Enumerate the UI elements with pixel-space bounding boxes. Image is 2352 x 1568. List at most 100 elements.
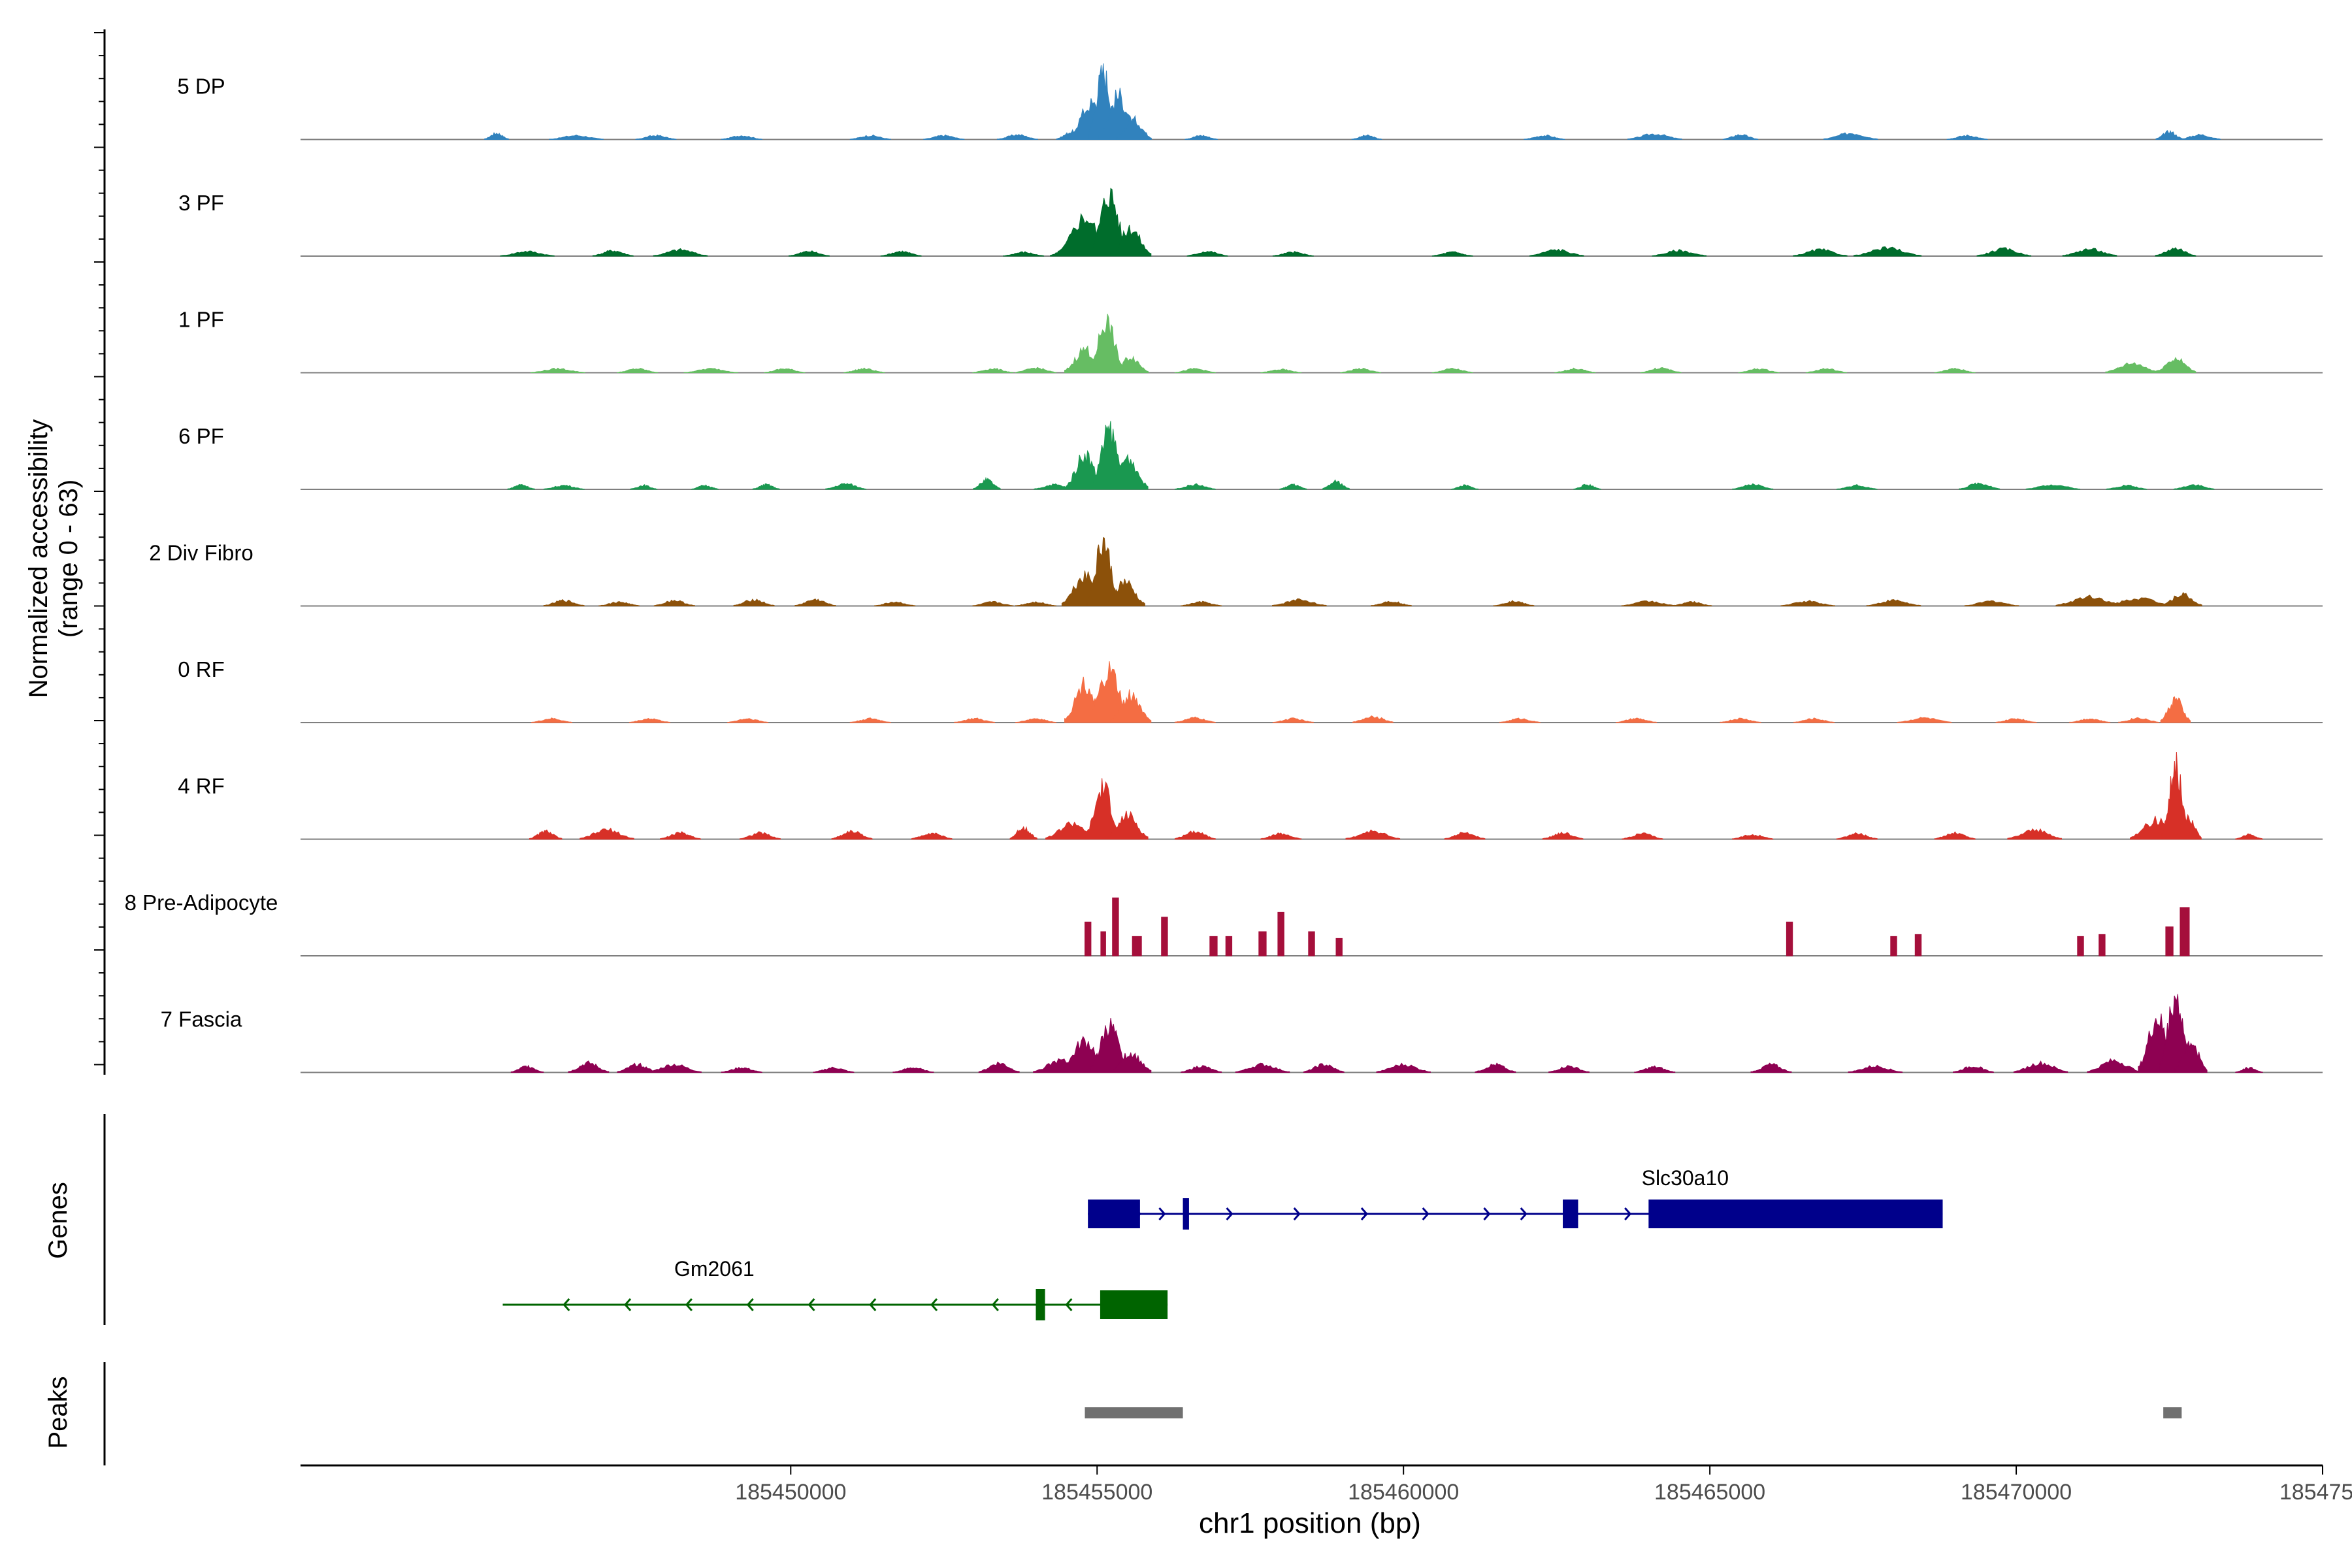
gene-track: Slc30a10 Gm2061: [502, 1166, 1943, 1320]
coverage-peak: [973, 476, 1001, 490]
strand-arrow: [746, 1298, 754, 1311]
strand-arrow: [1624, 1207, 1632, 1220]
track-label: 1 PF: [178, 308, 224, 332]
coverage-peak: [1340, 367, 1381, 373]
coverage-peak: [825, 483, 867, 490]
coverage-peak: [972, 368, 1014, 373]
strand-arrow: [869, 1298, 877, 1311]
coverage-peak: [1184, 135, 1218, 140]
strand-arrow: [1422, 1207, 1429, 1220]
coverage-peak: [549, 135, 604, 140]
coverage-peak: [1793, 248, 1848, 257]
coverage-peak: [1854, 246, 1922, 257]
coverage-peak: [972, 600, 1014, 606]
coverage-peak: [2235, 1066, 2263, 1073]
x-axis-ticks: 185450000 185455000 185460000 185465000 1854…: [735, 1465, 2352, 1505]
coverage-peak: [1116, 114, 1152, 140]
coverage-peak: [764, 368, 806, 373]
coverage-peak: [2077, 936, 2084, 956]
coverage-peak: [1836, 484, 1878, 490]
gene-exon: [1183, 1198, 1189, 1230]
coverage-peak: [1174, 716, 1216, 723]
coverage-peak: [529, 829, 563, 840]
coverage-peak: [2235, 833, 2263, 840]
coverage-peak: [1934, 831, 1976, 840]
coverage-peak: [1088, 314, 1124, 373]
coverage-peak: [1964, 600, 2019, 606]
coverage-peak: [1371, 600, 1412, 606]
coverage-peak: [789, 250, 830, 257]
coverage-peak: [2007, 828, 2062, 840]
coverage-peak: [1100, 931, 1106, 956]
coverage-peak: [1279, 483, 1307, 490]
coverage-peak: [568, 1060, 610, 1073]
coverage-peak: [653, 599, 695, 606]
gene-exon: [1088, 1200, 1140, 1228]
coverage-peak: [1946, 134, 1988, 140]
coverage-peak: [500, 250, 555, 257]
coverage-peak: [880, 250, 922, 257]
coverage-peak: [635, 134, 677, 140]
coverage-peak: [1351, 134, 1382, 140]
coverage-peak: [531, 367, 585, 373]
coverage-peak: [843, 367, 885, 373]
coverage-peak: [1722, 134, 1759, 140]
x-tick-label: 185465000: [1654, 1480, 1765, 1505]
coverage-peak: [484, 132, 510, 140]
coverage-peak: [2099, 934, 2106, 956]
coverage-peak: [1914, 934, 1922, 956]
track-label: 4 RF: [178, 774, 225, 798]
coverage-peak: [1112, 897, 1119, 956]
coverage-peak: [2180, 133, 2221, 140]
coverage-peak: [740, 831, 781, 840]
coverage-peak: [813, 1066, 855, 1073]
coverage-peak: [1110, 225, 1152, 257]
strand-arrow: [1520, 1207, 1527, 1220]
coverage-peak: [1450, 484, 1479, 490]
coverage-peak: [1431, 251, 1473, 257]
coverage-peak: [996, 134, 1038, 140]
coverage-tracks: 5 DP 3 PF 1 PF 6 PF 2 Div Fibro 0 RF 4 RF 8 Pre…: [125, 63, 2323, 1073]
coverage-peak: [1110, 1051, 1152, 1073]
coverage-peak: [1529, 248, 1584, 257]
coverage-peak: [1272, 251, 1314, 257]
coverage-peak: [733, 598, 775, 606]
x-tick-label: 185460000: [1348, 1480, 1459, 1505]
strand-arrow: [1065, 1298, 1073, 1311]
gene-label: Gm2061: [674, 1257, 755, 1281]
coverage-peak: [617, 368, 659, 373]
coverage-peak: [831, 830, 873, 840]
coverage-peak: [1110, 689, 1152, 723]
coverage-peak: [1475, 1062, 1516, 1073]
coverage-peak: [849, 134, 891, 140]
coverage-peak: [2161, 592, 2202, 606]
coverage-peak: [1622, 832, 1663, 840]
x-axis-label: chr1 position (bp): [1199, 1507, 1421, 1539]
strand-arrow: [1158, 1207, 1166, 1220]
coverage-peak: [978, 1061, 1020, 1073]
strand-arrow: [1226, 1207, 1233, 1220]
coverage-peak: [1732, 834, 1774, 840]
coverage-peak: [1621, 600, 1676, 606]
coverage-peak: [1848, 1064, 1903, 1073]
coverage-peak: [2069, 718, 2111, 723]
coverage-peak: [1573, 483, 1601, 490]
coverage-peak: [1866, 599, 1921, 606]
coverage-peak: [1627, 133, 1682, 140]
coverage-peak: [691, 484, 719, 490]
coverage-peak: [2105, 362, 2160, 373]
coverage-peak: [1181, 600, 1222, 606]
coverage-peak: [752, 483, 780, 490]
coverage-peak: [1499, 717, 1541, 723]
coverage-peak: [1015, 601, 1056, 606]
coverage-peak: [510, 1064, 544, 1073]
coverage-peak: [1272, 717, 1314, 723]
peak-track: [1085, 1407, 2182, 1418]
coverage-peak: [2025, 484, 2081, 490]
coverage-peak: [1995, 718, 2037, 723]
track-label: 0 RF: [178, 657, 225, 681]
coverage-peak: [683, 368, 739, 373]
coverage-peak: [2155, 357, 2197, 373]
coverage-peak: [647, 1064, 702, 1073]
